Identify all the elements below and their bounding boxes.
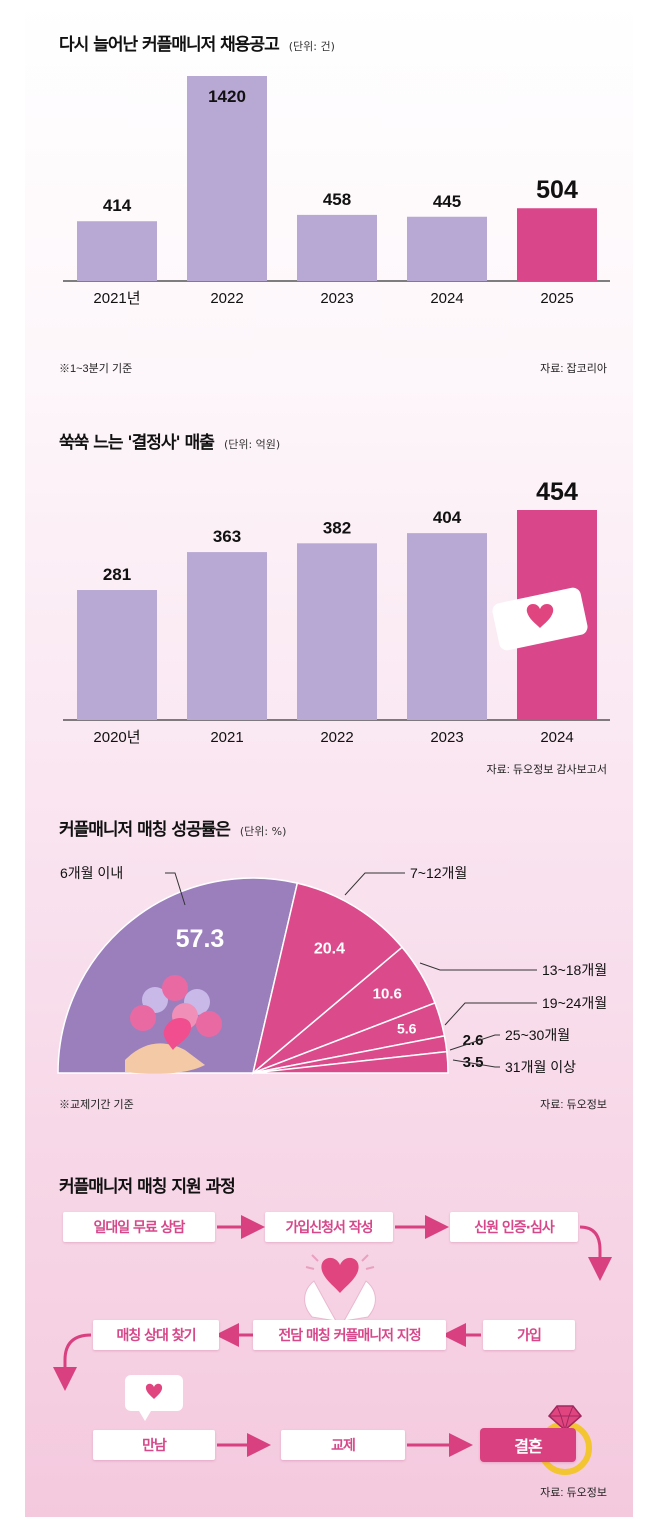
process-source: 자료: 듀오정보 [540,1487,607,1499]
tick-label-4: 2025 [540,290,573,307]
slice-label-5: 3.5 [463,1054,484,1071]
bar-2 [297,543,377,720]
flower-3 [130,1005,156,1031]
step-join: 가입 [483,1320,575,1350]
leader-line-5 [452,1059,500,1068]
category-label-1: 7~12개월 [410,865,467,881]
leader-line-0 [165,872,186,906]
chart2-source: 자료: 듀오정보 감사보고서 [486,764,608,776]
slice-1 [251,882,404,1076]
chart3-title: 커플매니저 매칭 성공률은 (단위: %) [59,820,287,840]
bar-label-2: 458 [323,190,351,209]
bar-label-4: 454 [536,478,578,506]
slice-label-2: 10.6 [373,986,402,1003]
leader-line-1 [344,872,405,896]
step-identity-verification: 신원 인증·심사 [450,1212,578,1242]
bar-label-3: 404 [433,508,462,527]
slice-label-1: 20.4 [314,941,345,958]
bar-1 [187,552,267,720]
bar-label-1: 1420 [208,87,246,106]
bar-3 [407,533,487,720]
process-title: 커플매니저 매칭 지원 과정 [59,1177,236,1197]
tick-label-2: 2023 [320,290,353,307]
chart1-unit: (단위: 건) [288,40,335,53]
step-application-form: 가입신청서 작성 [265,1212,393,1242]
bar-label-0: 414 [103,196,132,215]
hands-heart-icon [304,1254,376,1322]
step-find-match: 매칭 상대 찾기 [93,1320,219,1350]
arrow-6 [53,1333,92,1391]
slice-label-0: 57.3 [176,925,225,953]
chart1-note: ※1~3분기 기준 [59,363,133,375]
bouquet-icon [125,975,222,1074]
bar-3 [407,216,487,281]
step-meeting: 만남 [93,1430,215,1460]
category-label-0: 6개월 이내 [60,865,123,881]
bar-label-4: 504 [536,176,578,204]
bar-0 [77,590,157,720]
category-label-3: 19~24개월 [542,995,607,1011]
chat-heart-icon [125,1375,183,1421]
bar-label-0: 281 [103,565,131,584]
bar-0 [77,221,157,281]
chat-heart-icon [492,587,588,651]
category-label-5: 31개월 이상 [505,1059,576,1075]
step-dating: 교제 [281,1430,405,1460]
tick-label-3: 2024 [430,290,463,307]
tick-label-3: 2023 [430,729,463,746]
chart3-source: 자료: 듀오정보 [540,1099,607,1111]
chart1-source: 자료: 잡코리아 [540,363,607,375]
tick-label-2: 2022 [320,729,353,746]
bar-1 [187,76,267,281]
chart3-half-pie: 57.3 6개월 이내 20.4 7~12개월 10.6 13~18개월 5.6 19~24개… [57,865,607,1076]
chart2-unit: (단위: 억원) [223,438,281,451]
slice-5 [252,1050,449,1074]
tick-label-0: 2021년 [93,290,140,307]
bar-label-2: 382 [323,518,351,537]
bar-label-3: 445 [433,192,461,211]
bar-4 [517,208,597,281]
flower-1 [162,975,188,1001]
tick-label-4: 2024 [540,729,573,746]
category-label-4: 25~30개월 [505,1027,570,1043]
leader-line-2 [419,962,537,971]
step-marriage: 결혼 [480,1428,576,1462]
chart1-bar-chart: 414 2021년 1420 2022 458 2023 445 2024 504 2025 [63,76,610,307]
chart2-bar-chart: 281 2020년 363 2021 382 2022 404 2023 454 2024 [63,478,610,746]
arrow-3 [579,1225,612,1281]
step-free-consultation: 일대일 무료 상담 [63,1212,215,1242]
bar-2 [297,214,377,281]
tick-label-1: 2021 [210,729,243,746]
step-assign-manager: 전담 매칭 커플매니저 지정 [253,1320,446,1350]
category-label-2: 13~18개월 [542,962,607,978]
leader-line-4 [449,1034,500,1051]
process-arrows [53,1215,612,1475]
infographic: 다시 늘어난 커플매니저 채용공고 (단위: 건) 414 2021년 1420 202… [25,0,633,1517]
chart3-unit: (단위: %) [239,825,287,838]
bar-label-1: 363 [213,527,241,546]
leader-line-3 [444,1002,537,1026]
tick-label-0: 2020년 [93,729,140,746]
slice-label-3: 5.6 [397,1021,417,1037]
tick-label-1: 2022 [210,290,243,307]
flower-5 [196,1011,222,1037]
chart2-title: 쑥쑥 느는 '결정사' 매출 (단위: 억원) [59,433,281,453]
slice-label-4: 2.6 [463,1032,484,1049]
chart1-title: 다시 늘어난 커플매니저 채용공고 (단위: 건) [59,35,335,55]
chart3-note: ※교제기간 기준 [59,1099,134,1111]
